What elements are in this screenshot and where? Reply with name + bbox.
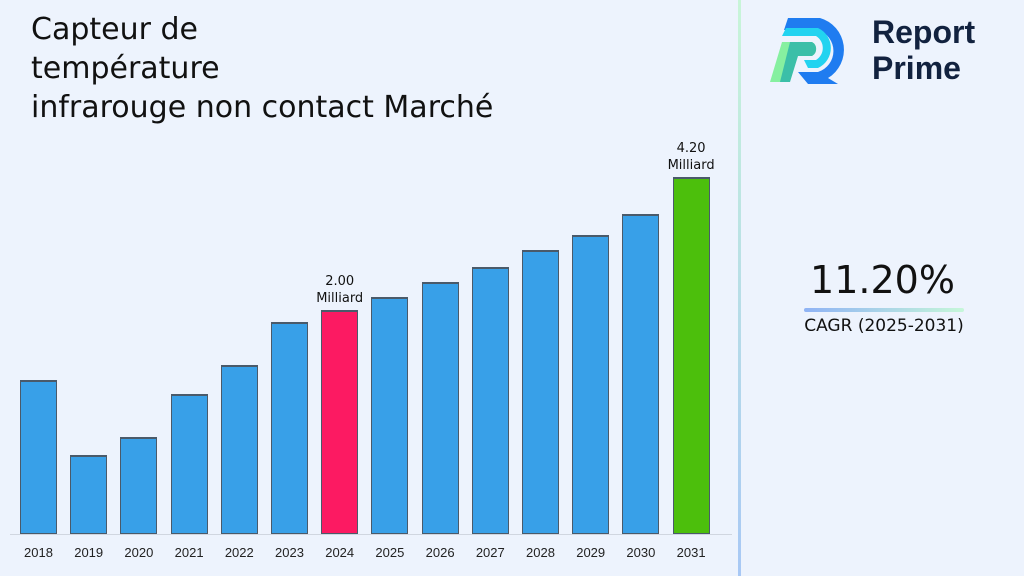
report-prime-logo-icon (770, 18, 844, 84)
x-tick-label: 2024 (325, 545, 355, 560)
panel-divider (738, 0, 741, 576)
title-line-1: Capteur de (31, 12, 198, 47)
data-label-value: 2.00 (325, 274, 355, 289)
bar-2025 (371, 297, 409, 534)
bar-2031 (672, 177, 710, 534)
data-label-2024: 2.00 Milliard (300, 273, 380, 307)
x-tick-label: 2022 (224, 545, 254, 560)
x-tick-label: 2018 (24, 545, 53, 560)
bar-2018 (20, 380, 57, 534)
title-line-3: infrarouge non contact Marché (31, 90, 494, 125)
cagr-label: CAGR (2025-2031) (804, 316, 964, 336)
x-tick-label: 2023 (275, 545, 304, 560)
x-tick-label: 2027 (475, 545, 505, 560)
cagr-value: 11.20% (810, 258, 955, 302)
x-tick-label: 2025 (375, 545, 405, 560)
bar-chart: 2.00 Milliard 4.20 Milliard 2018 2019 2020… (10, 140, 732, 560)
bar-2029 (572, 235, 610, 534)
chart-title: Capteur de température infrarouge non co… (31, 10, 493, 127)
bar-2022 (220, 365, 258, 534)
x-tick-label: 2019 (74, 545, 104, 560)
brand-line-2: Prime (872, 50, 961, 86)
bar-2024 (321, 310, 359, 534)
data-label-value: 4.20 (676, 141, 706, 156)
x-axis-baseline (10, 534, 732, 535)
x-tick-label: 2026 (425, 545, 455, 560)
bar-2028 (522, 250, 559, 534)
title-line-2: température (31, 51, 220, 86)
bar-2027 (471, 267, 509, 534)
bar-2030 (622, 214, 660, 534)
bar-2019 (70, 455, 108, 534)
x-tick-label: 2021 (174, 545, 204, 560)
data-label-unit: Milliard (316, 291, 364, 306)
bar-2023 (271, 322, 308, 534)
brand-line-1: Report (872, 14, 976, 50)
x-tick-label: 2020 (124, 545, 154, 560)
data-label-2031: 4.20 Milliard (651, 140, 731, 174)
x-tick-label: 2028 (526, 545, 555, 560)
bar-2026 (421, 282, 459, 534)
x-tick-label: 2029 (576, 545, 606, 560)
bar-2020 (120, 437, 158, 534)
cagr-underline (804, 308, 964, 312)
x-tick-label: 2031 (676, 545, 706, 560)
x-tick-label: 2030 (626, 545, 656, 560)
data-label-unit: Milliard (667, 158, 715, 173)
brand-name: Report Prime (872, 14, 975, 86)
bar-2021 (170, 394, 208, 534)
